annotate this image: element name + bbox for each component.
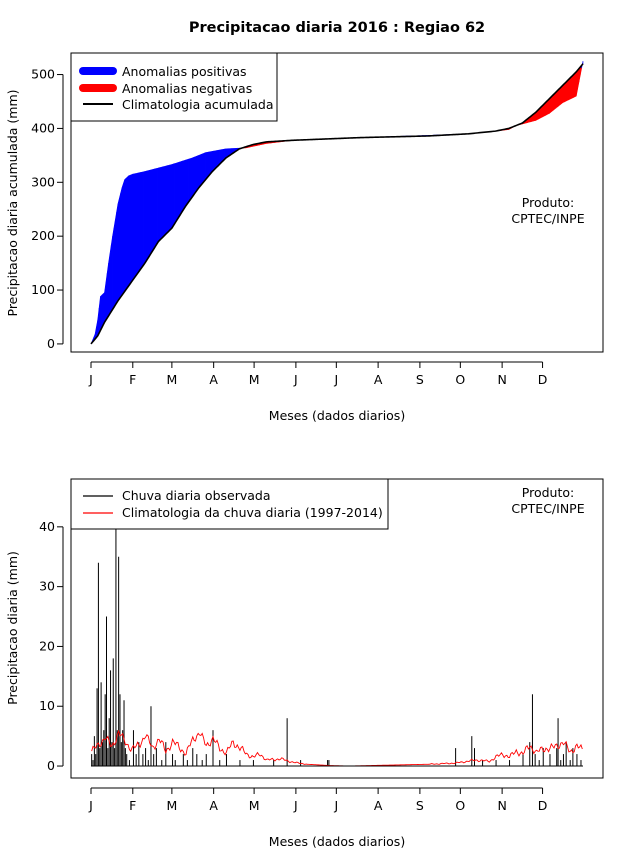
y-axis-label-top: Precipitacao diaria acumulada (mm)	[5, 89, 20, 316]
y-tick-label: 30	[39, 579, 55, 594]
chart-title: Precipitacao diaria 2016 : Regiao 62	[189, 20, 485, 36]
x-tick-label: A	[374, 798, 383, 813]
x-tick-label: J	[88, 798, 93, 813]
x-tick-label: M	[249, 372, 260, 387]
x-tick-label: S	[416, 798, 424, 813]
x-tick-label: D	[538, 372, 548, 387]
chart-daily: 0 10 20 30 40 J F M A M J J A S O N D Meses (dados diar…	[5, 478, 604, 849]
x-tick-label: D	[538, 798, 548, 813]
y-tick-label: 300	[31, 174, 55, 189]
x-tick-label: O	[455, 372, 465, 387]
x-tick-label: M	[166, 798, 177, 813]
x-tick-label: A	[209, 798, 218, 813]
y-tick-label: 500	[31, 67, 55, 82]
observed-bars	[91, 514, 582, 767]
x-tick-label: O	[455, 798, 465, 813]
x-tick-label: F	[129, 798, 136, 813]
y-tick-label: 0	[47, 758, 55, 773]
x-tick-label: J	[293, 798, 298, 813]
x-tick-label: M	[166, 372, 177, 387]
y-tick-label: 10	[39, 698, 55, 713]
legend-bottom: Chuva diaria observada Climatologia da c…	[70, 478, 389, 530]
x-tick-label: N	[497, 798, 506, 813]
x-tick-label: J	[88, 372, 93, 387]
x-tick-label: J	[293, 372, 298, 387]
chart-cumulative: Precipitacao diaria 2016 : Regiao 62 0 10…	[5, 20, 604, 423]
x-axis-label-top: Meses (dados diarios)	[269, 408, 405, 423]
x-tick-label: A	[374, 372, 383, 387]
x-tick-label: A	[209, 372, 218, 387]
plot-frame-top	[70, 52, 604, 353]
legend-label-observed: Chuva diaria observada	[122, 488, 271, 503]
y-axis-bottom: 0 10 20 30 40	[39, 519, 64, 773]
x-tick-label: N	[497, 372, 506, 387]
x-tick-label: J	[333, 798, 338, 813]
y-tick-label: 400	[31, 120, 55, 135]
anomaly-areas	[90, 61, 584, 345]
legend-label-climatology-daily: Climatologia da chuva diaria (1997-2014)	[122, 505, 383, 520]
x-tick-label: J	[333, 372, 338, 387]
y-tick-label: 100	[31, 282, 55, 297]
x-tick-label: F	[129, 372, 136, 387]
legend-label-negative: Anomalias negativas	[122, 81, 252, 96]
annotation-cptec-bottom: CPTEC/INPE	[511, 501, 584, 516]
legend-top: Anomalias positivas Anomalias negativas …	[70, 52, 278, 122]
x-tick-label: M	[249, 798, 260, 813]
annotation-produto-top: Produto:	[522, 195, 574, 210]
legend-label-positive: Anomalias positivas	[122, 64, 247, 79]
y-tick-label: 40	[39, 519, 55, 534]
y-axis-label-bottom: Precipitacao diaria (mm)	[5, 551, 20, 705]
annotation-cptec-top: CPTEC/INPE	[511, 211, 584, 226]
annotation-produto-bottom: Produto:	[522, 485, 574, 500]
y-tick-label: 0	[47, 336, 55, 351]
legend-label-climatology: Climatologia acumulada	[122, 97, 274, 112]
x-tick-label: S	[416, 372, 424, 387]
x-axis-label-bottom: Meses (dados diarios)	[269, 834, 405, 849]
climatology-cumulative-line	[90, 63, 584, 345]
legend-box-bottom	[70, 478, 389, 530]
y-tick-label: 200	[31, 228, 55, 243]
y-axis-top: 0 100 200 300 400 500	[31, 67, 64, 351]
y-tick-label: 20	[39, 638, 55, 653]
